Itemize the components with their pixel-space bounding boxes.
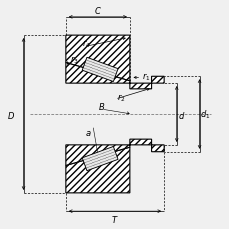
Text: $r_3$: $r_3$ <box>70 54 79 65</box>
Text: $a$: $a$ <box>85 128 92 137</box>
Polygon shape <box>65 36 129 82</box>
Text: $r_2$: $r_2$ <box>117 92 125 103</box>
Polygon shape <box>82 58 117 82</box>
Text: $d$: $d$ <box>177 109 184 120</box>
Polygon shape <box>65 147 129 193</box>
Text: $r_1$: $r_1$ <box>142 71 150 83</box>
Text: $D$: $D$ <box>7 109 15 120</box>
Text: $B$: $B$ <box>97 101 104 112</box>
Text: $r_4$: $r_4$ <box>82 38 90 50</box>
Polygon shape <box>65 63 164 90</box>
Text: $d_1$: $d_1$ <box>199 108 210 121</box>
Polygon shape <box>82 147 117 171</box>
Polygon shape <box>65 139 164 166</box>
Text: $C$: $C$ <box>93 5 101 16</box>
Text: $T$: $T$ <box>111 213 118 224</box>
